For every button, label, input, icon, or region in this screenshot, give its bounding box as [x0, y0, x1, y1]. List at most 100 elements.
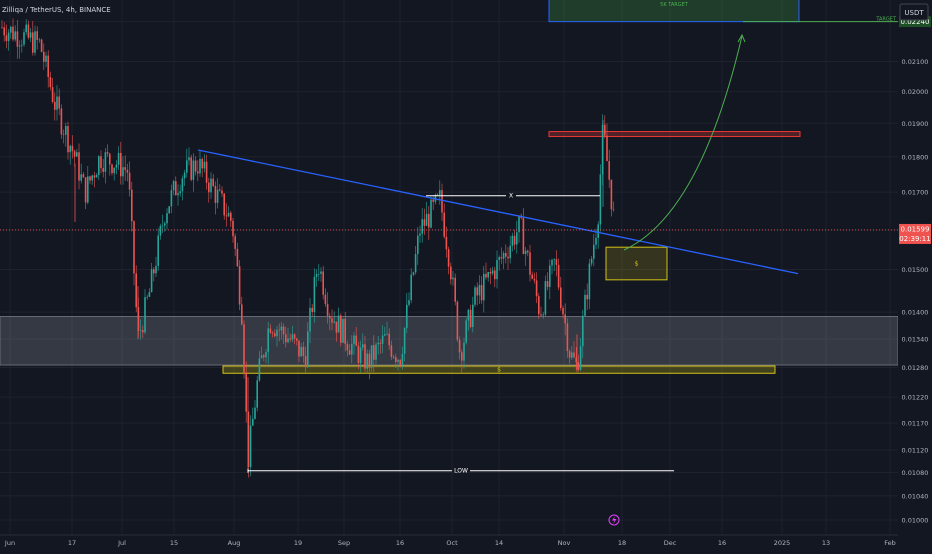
candle-body: [577, 362, 580, 370]
candle-body: [157, 235, 159, 266]
target-zone[interactable]: [548, 0, 800, 23]
projection-arrow[interactable]: [623, 35, 743, 251]
candle-body: [131, 189, 133, 222]
candle-body: [45, 55, 47, 62]
resistance-zone[interactable]: [548, 131, 801, 138]
candle-body: [280, 326, 283, 331]
candle-body: [524, 250, 527, 255]
candle-body: [377, 342, 379, 345]
candle-body: [115, 164, 118, 168]
candle-body: [445, 236, 448, 250]
candle-body: [386, 333, 388, 335]
candle-body: [133, 221, 135, 274]
candle-body: [379, 342, 382, 344]
time-axis[interactable]: Jun 17 Jul 15 Aug 19 Sep 16 Oct 14 Nov 18 Dec 16 2025 1…: [4, 539, 896, 547]
candle-body: [516, 232, 518, 245]
candle-body: [441, 190, 443, 213]
candle-body: [300, 346, 302, 357]
candle-body: [23, 32, 25, 45]
time-tick-label: 15: [170, 539, 178, 547]
candle-body: [573, 352, 575, 358]
candle-body: [190, 157, 192, 180]
candle-body: [155, 265, 157, 274]
candle-body: [584, 294, 586, 316]
candle-body: [223, 193, 225, 216]
current-price-badge: [899, 223, 931, 244]
candle-body: [331, 318, 333, 323]
candle-body: [65, 126, 67, 135]
key-support-zone[interactable]: [222, 365, 776, 374]
candle-body: [100, 156, 102, 169]
candle-body: [296, 338, 298, 341]
candle-body: [322, 271, 324, 295]
candle-body: [135, 273, 137, 308]
buy-zone-label: $: [635, 261, 639, 268]
candle-body: [489, 272, 492, 274]
candle-body: [47, 55, 49, 78]
candles: [1, 18, 615, 478]
key-support-label: $: [497, 367, 501, 374]
candle-body: [428, 213, 430, 228]
symbol-title[interactable]: Zilliqa / TetherUS, 4h, BINANCE: [2, 6, 111, 14]
target-price-badge: [899, 16, 931, 28]
candle-body: [285, 334, 287, 343]
candle-body: [366, 353, 368, 369]
candle-body: [478, 285, 481, 296]
candle-body: [595, 237, 597, 245]
candle-body: [236, 248, 239, 267]
candle-body: [120, 152, 122, 177]
candle-body: [263, 355, 265, 358]
candle-body: [612, 209, 615, 210]
candle-body: [274, 333, 276, 337]
candle-body: [267, 328, 269, 353]
candle-body: [335, 321, 338, 333]
candle-body: [25, 24, 27, 33]
candle-body: [597, 224, 599, 238]
price-tick-label: 0.01170: [902, 419, 929, 427]
candle-body: [62, 134, 65, 135]
time-tick-label: Jul: [117, 539, 126, 547]
candle-body: [241, 304, 243, 325]
candle-body: [124, 167, 126, 170]
candle-body: [579, 346, 582, 370]
buy-zone[interactable]: [605, 246, 668, 281]
descending-trendline[interactable]: [197, 149, 799, 275]
price-axis[interactable]: [898, 0, 932, 535]
time-tick-label: 17: [68, 539, 76, 547]
candle-body: [522, 217, 525, 255]
price-tick-label: 0.01220: [902, 394, 929, 402]
candle-body: [216, 189, 219, 203]
candle-body: [388, 333, 390, 346]
candle-body: [586, 294, 588, 300]
candle-body: [56, 96, 58, 110]
candle-body: [307, 331, 309, 368]
price-tick-label: 0.01900: [902, 120, 929, 128]
candle-body: [346, 343, 349, 351]
candle-body: [98, 156, 100, 175]
candle-body: [533, 278, 536, 281]
candle-body: [408, 300, 410, 305]
candle-body: [421, 219, 423, 234]
currency-button[interactable]: [899, 3, 929, 21]
candle-body: [227, 212, 230, 217]
candle-body: [221, 190, 223, 194]
candle-body: [71, 145, 74, 152]
candle-body: [423, 219, 426, 226]
candle-body: [95, 174, 98, 178]
price-tick-label: 0.01040: [902, 492, 929, 500]
currency-button-label: USDT: [904, 9, 924, 17]
candle-body: [21, 44, 23, 46]
candle-body: [230, 212, 232, 221]
price-tick-label: 0.01280: [902, 364, 929, 372]
event-marker[interactable]: [608, 514, 620, 526]
candle-body: [5, 35, 8, 41]
candle-body: [298, 340, 300, 357]
price-tick-label: 0.02100: [902, 58, 929, 66]
candle-body: [260, 355, 263, 359]
candle-body: [89, 176, 91, 181]
candle-body: [212, 178, 214, 187]
candle-body: [487, 272, 489, 278]
support-zone[interactable]: [0, 316, 899, 366]
candle-body: [54, 101, 56, 110]
